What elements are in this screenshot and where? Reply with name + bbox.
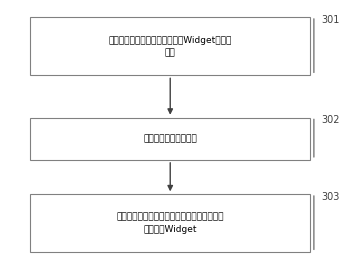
FancyBboxPatch shape	[30, 17, 310, 75]
Text: 302: 302	[321, 115, 340, 125]
FancyBboxPatch shape	[30, 118, 310, 160]
Text: 在移动终端中设置锁屏界面显示Widget的相关
选项: 在移动终端中设置锁屏界面显示Widget的相关 选项	[109, 36, 232, 57]
Text: 移动终端进入锁屏状态: 移动终端进入锁屏状态	[143, 134, 197, 143]
Text: 303: 303	[321, 192, 340, 202]
FancyBboxPatch shape	[30, 194, 310, 252]
Text: 进入锁屏状态的同时，锁屏界面显示预设的一
个或多个Widget: 进入锁屏状态的同时，锁屏界面显示预设的一 个或多个Widget	[117, 213, 224, 234]
Text: 301: 301	[321, 15, 340, 25]
